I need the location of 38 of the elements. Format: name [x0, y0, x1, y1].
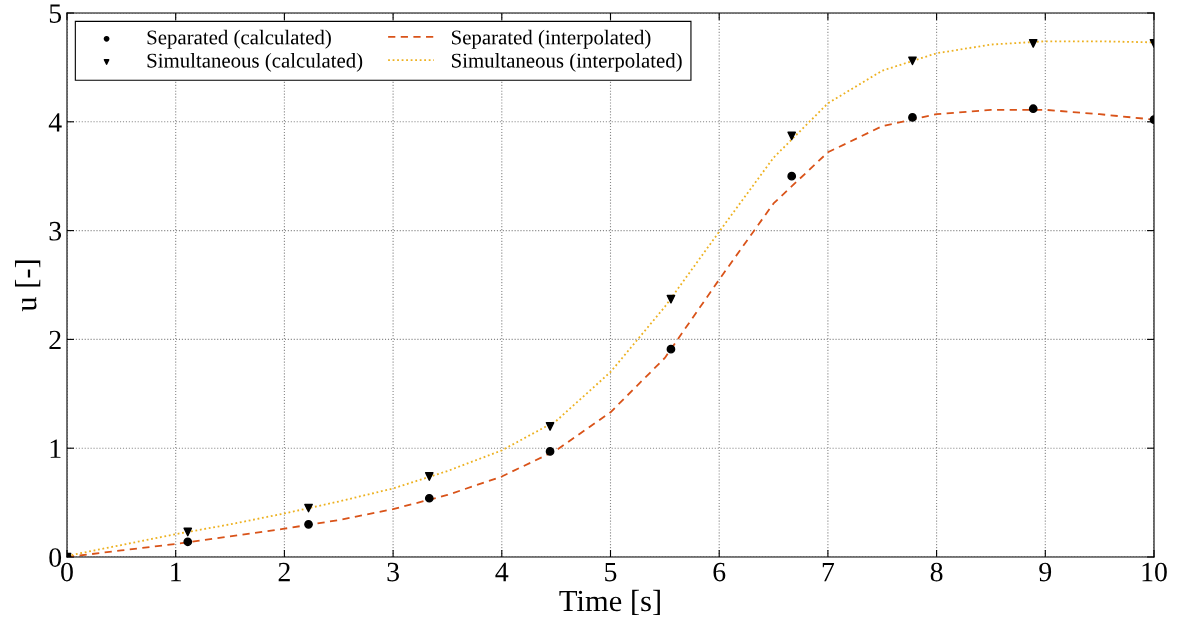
- point: [908, 113, 917, 122]
- point: [304, 519, 313, 529]
- legend-label: Simultaneous (calculated): [147, 52, 363, 72]
- point: [424, 493, 434, 503]
- point: [183, 537, 193, 547]
- point: [787, 131, 797, 141]
- point: [1028, 39, 1038, 48]
- y-tick-label: 0: [49, 548, 62, 567]
- point: [424, 472, 434, 481]
- point: [545, 447, 555, 456]
- point: [304, 503, 313, 513]
- point: [908, 56, 917, 66]
- y-tick-label: 2: [49, 330, 61, 350]
- y-tick-label: 3: [49, 221, 62, 241]
- x-tick-label: 7: [822, 562, 835, 582]
- legend-label: Simultaneous (interpolated): [452, 52, 682, 72]
- point: [787, 171, 797, 181]
- x-tick-label: 2: [278, 562, 290, 582]
- y-tick-label: 4: [48, 113, 62, 132]
- point: [545, 422, 555, 431]
- x-tick-label: 5: [605, 562, 617, 582]
- x-axis-title: Time [s]: [559, 589, 660, 616]
- legend-label: Separated (calculated): [147, 29, 331, 49]
- point: [183, 527, 193, 537]
- legend-label: Separated (interpolated): [452, 29, 651, 49]
- point: [666, 344, 676, 354]
- x-tick-label: 1: [171, 562, 181, 582]
- y-axis-title: u [-]: [14, 260, 41, 312]
- point: [666, 294, 676, 304]
- x-tick-label: 4: [495, 562, 509, 582]
- x-tick-label: 3: [387, 562, 399, 582]
- x-tick-label: 8: [930, 562, 943, 582]
- x-tick-label: 6: [713, 562, 726, 582]
- y-tick-label: 1: [50, 439, 61, 458]
- x-tick-label: 9: [1039, 562, 1052, 582]
- point: [1028, 104, 1038, 114]
- x-tick-label: 10: [1142, 562, 1167, 582]
- y-tick-label: 5: [49, 4, 62, 23]
